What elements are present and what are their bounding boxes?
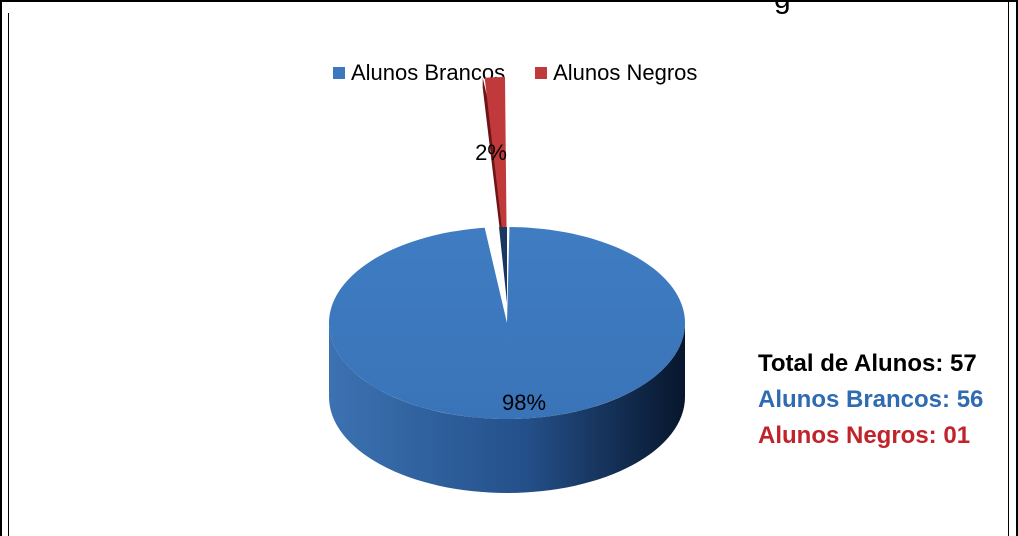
right-rule [1008,0,1009,536]
pie-slice-brancos [329,227,686,419]
data-label-negros: 2% [475,140,507,165]
pie-gap-shadow [499,227,507,303]
pie-side-negros [482,77,505,273]
legend-swatch-negros [535,67,548,79]
chart-title-fragment: g [774,0,791,16]
legend-label-brancos: Alunos Brancos [351,60,506,85]
legend-item-brancos: Alunos Brancos [333,60,505,86]
left-rule [8,13,9,536]
chart-legend: Alunos Brancos Alunos Negros [333,60,727,86]
legend-swatch-brancos [333,67,345,79]
legend-label-negros: Alunos Negros [553,60,698,85]
legend-item-negros: Alunos Negros [535,60,697,86]
stats-brancos: Alunos Brancos: 56 [758,386,984,413]
stats-total: Total de Alunos: 57 [758,350,977,377]
pie-side-brancos [329,323,685,493]
stats-negros: Alunos Negros: 01 [758,422,971,449]
pie-slice-negros [484,77,507,273]
stats-box: Total de Alunos: 57 Alunos Brancos: 56 A… [758,346,983,454]
data-label-brancos: 98% [502,390,546,415]
